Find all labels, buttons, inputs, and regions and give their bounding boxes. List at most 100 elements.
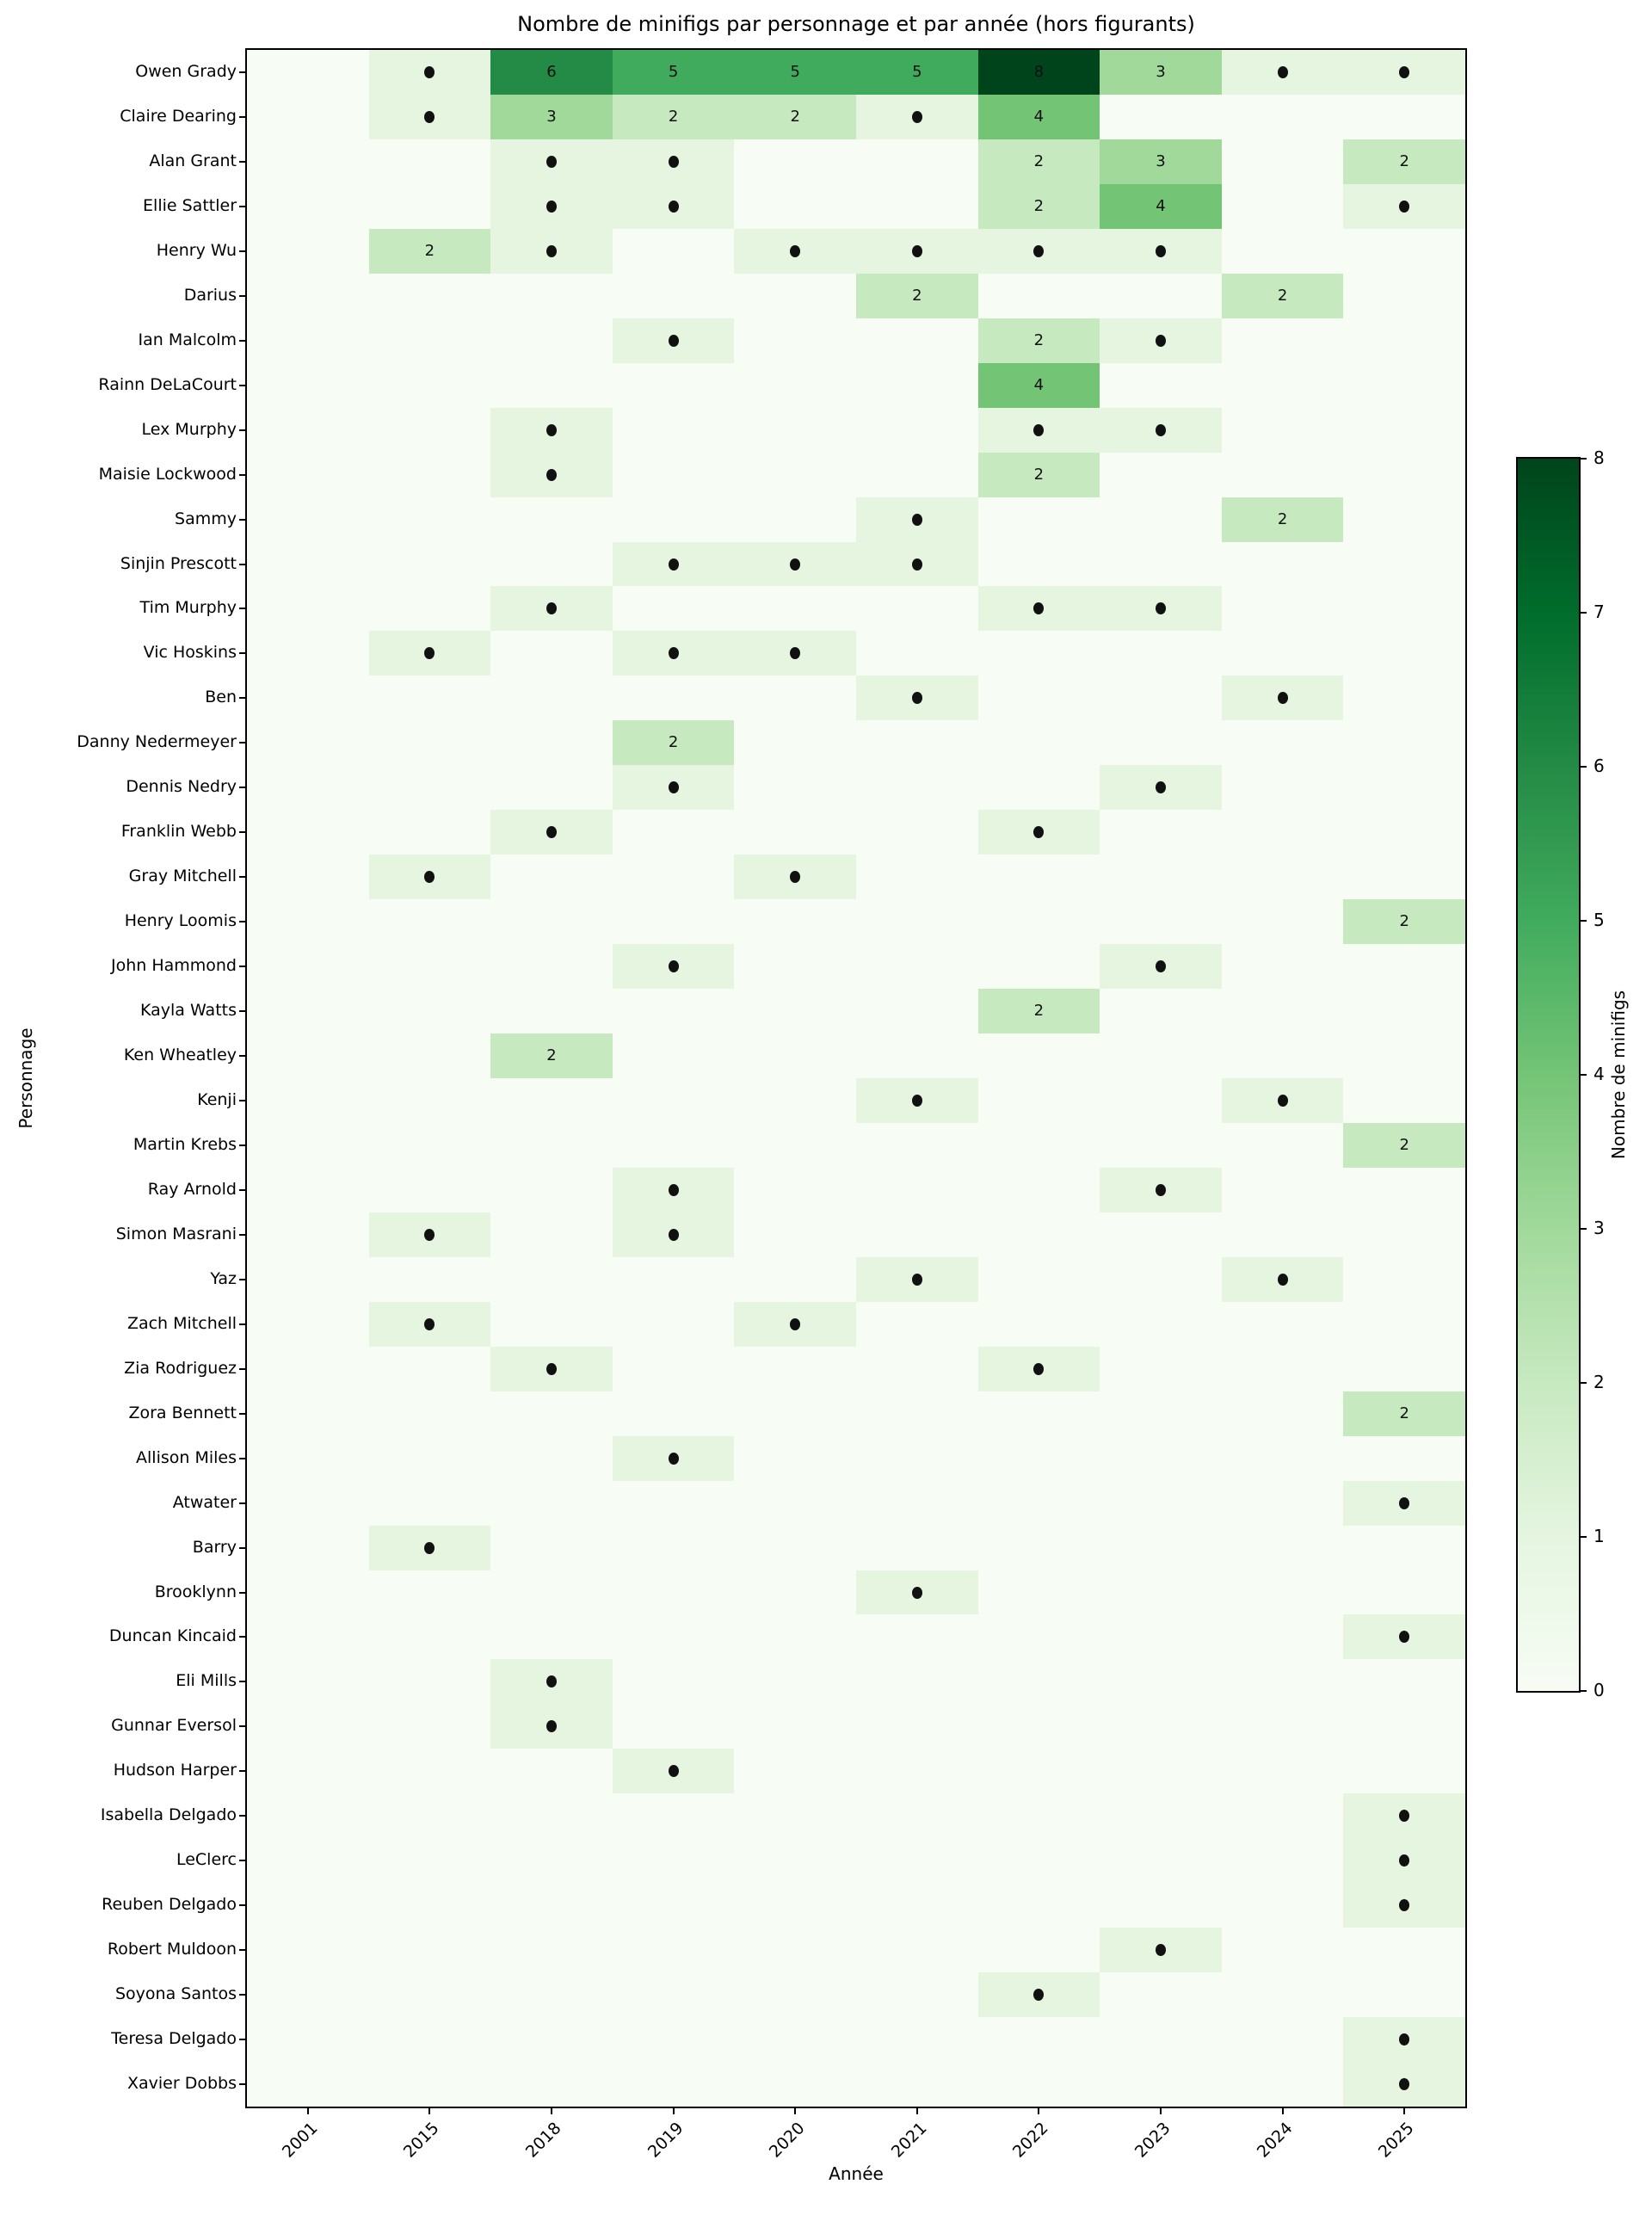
value-dot [424,110,435,123]
cell-value: 2 [546,1046,557,1065]
y-tick-mark [239,608,247,610]
value-dot [668,1228,679,1241]
value-dot [790,558,801,571]
y-tick-mark [239,831,247,834]
heatmap-cell [1221,273,1344,318]
colorbar-label: Nombre de minifigs [1608,990,1629,1160]
x-tick-mark [1160,2107,1162,2114]
chart-title: Nombre de minifigs par personnage et par… [517,12,1195,36]
x-tick-mark [915,2107,918,2114]
colorbar-tick-mark [1579,766,1587,768]
y-tick-label: Gunnar Eversol [111,1716,237,1736]
y-tick-mark [239,115,247,118]
value-dot [1277,692,1288,705]
value-dot [911,110,922,123]
colorbar-tick-label: 7 [1593,602,1605,622]
y-tick-mark [239,563,247,565]
value-dot [1399,1496,1410,1509]
value-dot [1399,65,1410,78]
colorbar-tick-label: 3 [1593,1218,1605,1238]
y-tick-mark [239,742,247,744]
value-dot [911,244,922,257]
value-dot [1156,960,1166,973]
y-tick-mark [239,250,247,252]
colorbar-tick-mark [1579,612,1587,614]
heatmap-cell [1343,1391,1465,1436]
heatmap-cell [977,50,1100,95]
y-tick-mark [239,1323,247,1325]
y-tick-label: Ellie Sattler [143,195,237,215]
cell-value: 5 [790,63,800,81]
y-tick-mark [239,473,247,476]
value-dot [1156,1944,1166,1957]
heatmap-cell [734,94,856,139]
x-tick-mark [428,2107,431,2114]
cell-value: 3 [1156,151,1166,170]
value-dot [424,1541,435,1554]
value-dot [1399,1631,1410,1644]
value-dot [668,960,679,973]
cell-value: 5 [912,63,922,81]
y-tick-label: Allison Miles [136,1447,237,1467]
y-tick-label: Duncan Kincaid [108,1626,237,1646]
cell-value: 6 [546,63,557,81]
value-dot [546,602,557,615]
value-dot [546,423,557,436]
cell-value: 2 [1033,465,1045,484]
heatmap-cell [612,94,735,139]
y-tick-mark [239,1144,247,1146]
value-dot [546,826,557,839]
y-tick-mark [239,1770,247,1773]
colorbar-gradient [1518,459,1579,1691]
value-dot [790,871,801,884]
y-tick-label: Sinjin Prescott [120,553,237,573]
heatmap-cell [1100,50,1222,95]
y-tick-mark [239,339,247,342]
y-tick-mark [239,1681,247,1683]
y-tick-label: Tim Murphy [139,598,237,618]
y-tick-label: Henry Wu [156,240,237,260]
y-tick-label: Henry Loomis [124,911,237,931]
cell-value: 2 [1399,912,1409,931]
y-tick-mark [239,876,247,879]
colorbar-tick-mark [1579,920,1587,922]
cell-value: 2 [424,241,435,260]
y-tick-mark [239,966,247,968]
value-dot [668,200,679,213]
y-axis-title: Personnage [15,1027,36,1129]
y-tick-label: Soyona Santos [115,1984,237,2004]
value-dot [668,647,679,660]
colorbar-tick-mark [1579,1690,1587,1692]
colorbar-tick-label: 5 [1593,910,1605,930]
y-tick-label: Kenji [197,1090,237,1109]
heatmap-cell [734,50,856,95]
heatmap-cell [977,183,1100,229]
x-tick-mark [1403,2107,1406,2114]
y-tick-mark [239,697,247,700]
y-tick-mark [239,429,247,431]
value-dot [1033,826,1045,839]
y-tick-mark [239,1010,247,1013]
heatmap-cell [1343,1122,1465,1168]
value-dot [911,1094,922,1107]
y-tick-mark [239,1860,247,1862]
y-tick-label: Ken Wheatley [123,1046,237,1065]
colorbar-tick-label: 1 [1593,1526,1605,1546]
y-tick-mark [239,294,247,297]
y-tick-mark [239,71,247,73]
y-tick-mark [239,518,247,521]
y-tick-mark [239,1055,247,1058]
y-tick-mark [239,1099,247,1101]
value-dot [1033,602,1045,615]
cell-value: 2 [1277,286,1288,305]
colorbar-tick-mark [1579,1382,1587,1384]
y-tick-mark [239,1457,247,1459]
y-tick-label: Claire Dearing [120,106,237,126]
value-dot [668,1183,679,1196]
value-dot [424,1228,435,1241]
value-dot [1033,423,1045,436]
value-dot [911,558,922,571]
x-tick-mark [1281,2107,1284,2114]
colorbar-tick-label: 6 [1593,756,1605,776]
colorbar-tick-mark [1579,1536,1587,1538]
